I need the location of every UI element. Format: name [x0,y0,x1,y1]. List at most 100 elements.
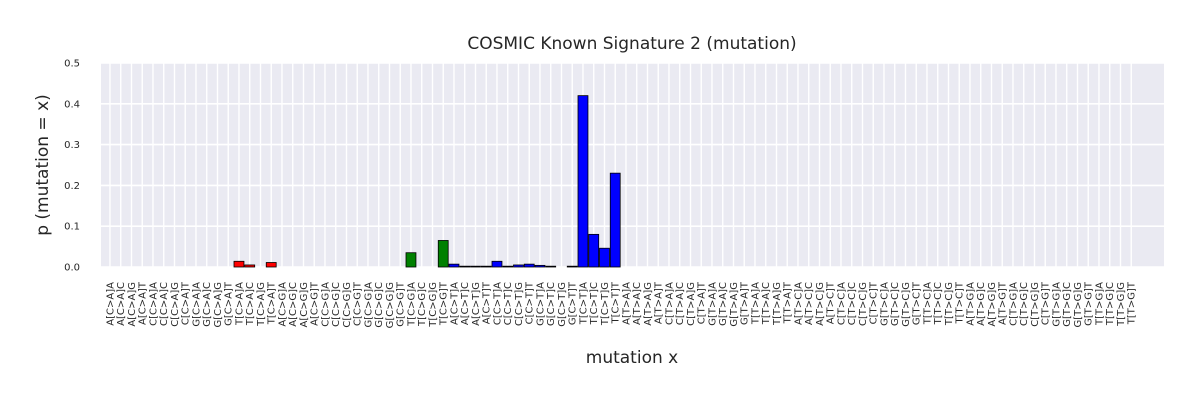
x-tick-label: A[C>T]G [471,282,482,326]
x-tick-label: A[T>A]C [632,282,643,325]
x-tick-label: G[T>C]G [901,282,912,327]
x-tick-label: C[T>G]G [1030,282,1041,327]
x-tick-label: A[T>G]A [965,282,976,326]
x-tick-label: T[C>G]G [428,282,439,328]
x-tick-label: A[T>C]G [815,282,826,326]
bar [609,172,621,268]
x-tick-label: T[T>A]A [750,282,761,325]
x-tick-label: C[C>G]A [320,282,331,327]
x-tick-label: C[C>T]A [492,282,503,325]
x-tick-label: G[T>C]T [912,281,923,325]
x-tick-label: T[C>A]G [256,282,267,327]
x-tick-label: C[T>C]A [836,282,847,325]
y-tick-label: 0.5 [64,59,80,70]
x-tick-label: G[T>G]A [1051,282,1062,327]
x-tick-label: C[T>C]C [847,282,858,325]
x-tick-label: C[T>G]A [1008,282,1019,326]
x-tick-label: C[T>A]G [686,282,697,326]
x-tick-label: G[T>A]G [729,282,740,327]
x-tick-label: A[T>G]C [976,282,987,326]
x-tick-label: C[C>A]C [159,282,170,326]
x-tick-label: G[T>G]C [1062,282,1073,327]
x-tick-label: C[T>C]G [858,282,869,326]
x-tick-label: A[T>A]G [643,282,654,326]
plot-background [101,63,1164,267]
x-tick-label: T[T>C]T [955,281,966,324]
x-tick-label: A[C>A]T [138,281,149,325]
bar [470,265,481,268]
x-tick-label: T[C>T]A [578,282,589,325]
y-tick-label: 0.2 [64,181,80,192]
x-tick-label: T[T>G]G [1116,282,1127,327]
x-tick-label: T[C>G]A [406,282,417,327]
x-tick-label: T[T>G]A [1094,282,1105,326]
x-tick-label: A[C>T]T [482,281,493,324]
x-tick-label: C[T>A]T [697,281,708,324]
x-tick-label: C[C>A]G [170,282,181,327]
bar [405,252,417,268]
x-tick-label: A[T>A]A [621,282,632,325]
x-tick-label: G[T>G]G [1073,282,1084,328]
x-tick-label: G[C>G]T [396,281,407,327]
bar [491,260,503,268]
x-tick-label: G[C>G]C [374,282,385,328]
x-tick-label: C[T>C]T [869,281,880,324]
x-tick-label: G[C>T]A [535,282,546,326]
x-tick-label: T[T>C]C [933,282,944,325]
bar [566,265,578,268]
x-tick-label: C[T>A]A [664,282,675,325]
y-tick-label: 0.3 [64,140,80,151]
x-tick-label: A[C>G]G [299,282,310,328]
x-tick-label: A[C>A]G [127,282,138,327]
x-tick-label: A[C>A]A [105,282,116,326]
x-tick-label: T[C>G]T [439,281,450,326]
x-tick-label: C[C>G]C [331,282,342,327]
x-tick-label: G[C>A]A [191,282,202,327]
bar [480,265,492,268]
x-tick-label: T[T>C]A [922,282,933,325]
bar [233,260,245,268]
bar [545,265,557,268]
x-tick-label: T[T>C]G [944,282,955,326]
x-tick-label: G[C>G]A [363,282,374,328]
x-axis-label: mutation x [586,348,678,368]
bar [599,247,610,268]
bar [265,262,277,268]
bar [577,95,589,268]
x-tick-label: T[C>A]A [234,282,245,326]
bar [448,263,460,268]
x-tick-label: C[C>G]G [342,282,353,328]
x-tick-label: T[C>G]C [417,282,428,327]
x-tick-label: T[T>G]C [1105,282,1116,326]
chart-title: COSMIC Known Signature 2 (mutation) [467,34,796,54]
x-tick-label: A[C>G]C [288,282,299,327]
y-tick-label: 0.4 [64,99,80,110]
x-tick-label: G[T>A]T [740,281,751,325]
x-tick-label: G[C>A]C [202,282,213,327]
bar [513,264,524,268]
x-tick-label: C[C>T]T [525,281,536,324]
x-tick-label: T[C>A]C [245,282,256,326]
x-tick-label: T[T>A]T [783,281,794,324]
x-tick-label: G[T>G]T [1084,281,1095,326]
x-tick-label: A[T>G]T [998,281,1009,325]
x-tick-label: G[C>G]G [385,282,396,328]
x-tick-label: C[C>T]C [503,282,514,325]
y-tick-label: 0.1 [64,222,80,233]
x-tick-label: A[C>G]T [310,281,321,326]
x-tick-label: C[T>G]C [1019,282,1030,326]
bar [534,264,546,268]
x-tick-label: T[C>T]G [600,282,611,326]
x-tick-label: A[C>T]A [449,282,460,325]
x-tick-label: G[C>A]T [224,281,235,326]
x-tick-label: A[T>A]T [654,281,665,324]
y-axis-label: p (mutation = x) [33,94,53,236]
x-tick-label: A[T>G]G [987,282,998,327]
x-ticks: A[C>A]A A[C>A]C A[C>A]G A[C>A]T C[C>A]A C[C>A… [105,281,1137,328]
x-tick-label: A[C>G]A [277,282,288,327]
x-tick-label: C[T>A]C [675,282,686,325]
x-tick-label: C[C>T]G [514,282,525,326]
x-tick-label: T[T>A]C [761,282,772,325]
x-tick-label: G[C>T]G [557,282,568,327]
x-tick-label: G[T>A]A [707,282,718,326]
